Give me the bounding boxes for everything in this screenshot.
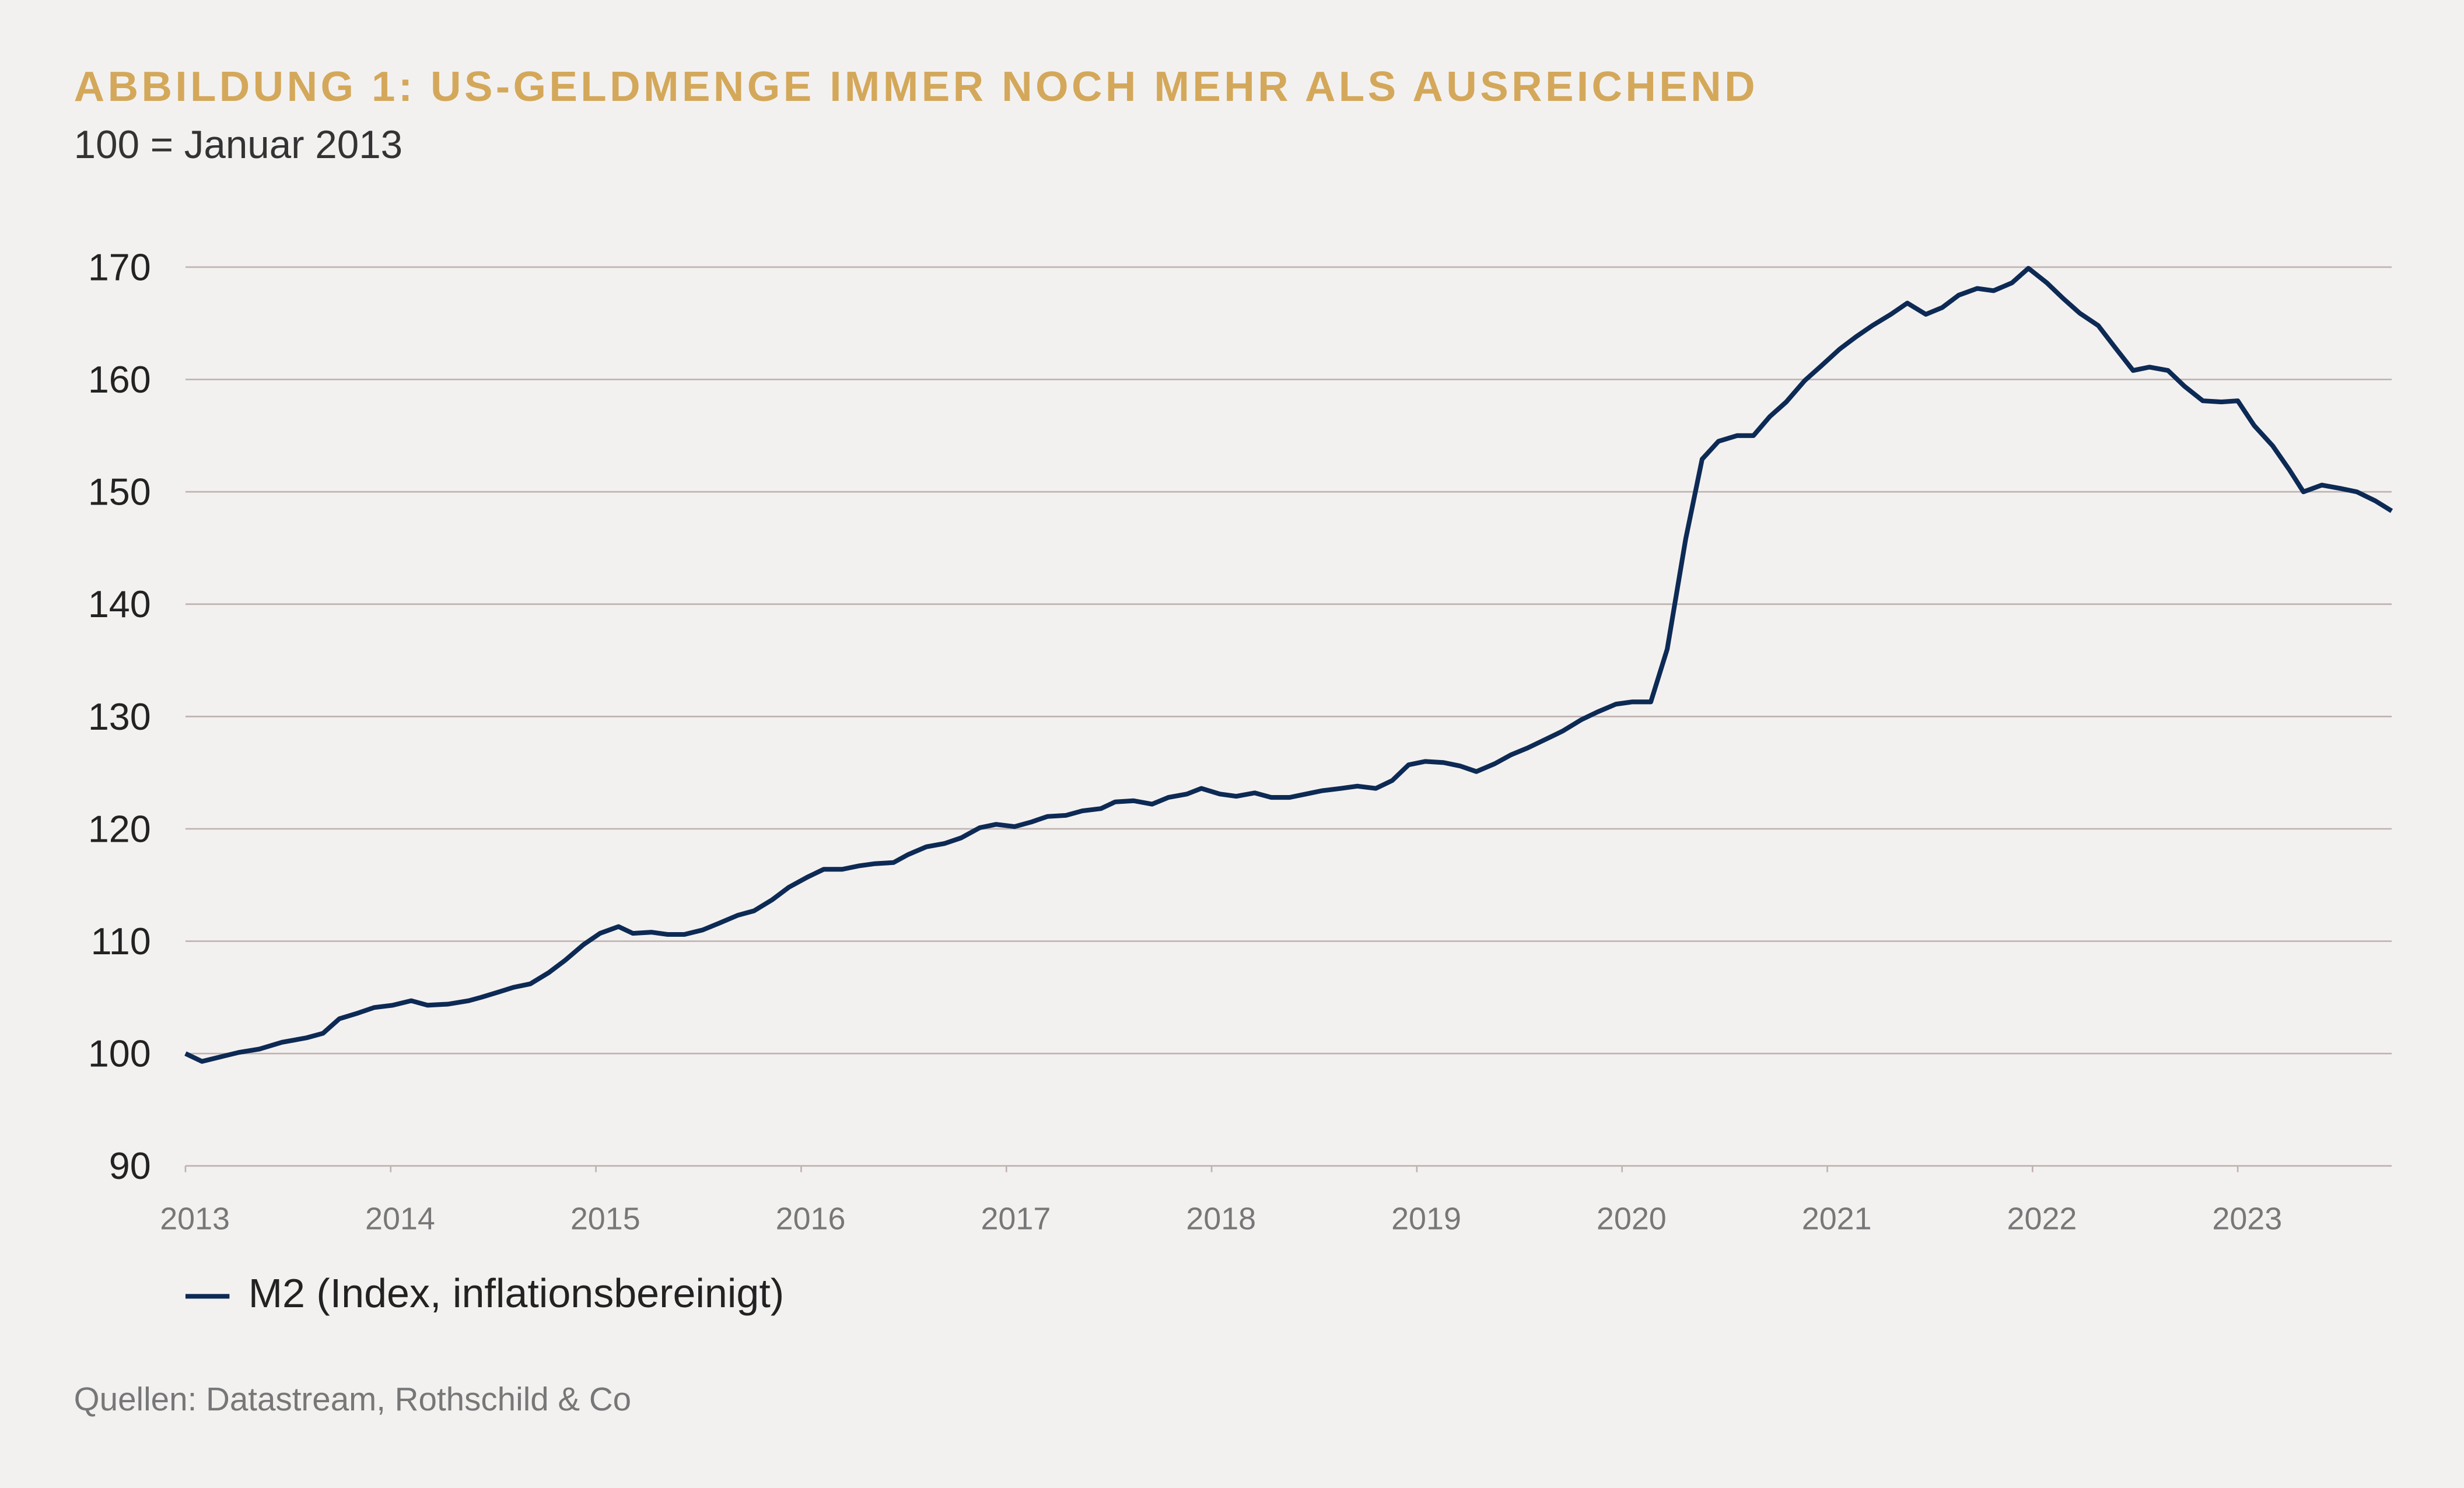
x-tick-label: 2021 [1802, 1201, 1872, 1236]
x-tick-label: 2016 [776, 1201, 846, 1236]
x-tick-label: 2017 [981, 1201, 1051, 1236]
x-tick-label: 2022 [2007, 1201, 2077, 1236]
x-tick-label: 2013 [160, 1201, 230, 1236]
y-tick-label: 90 [109, 1144, 151, 1187]
y-tick-label: 100 [88, 1032, 151, 1075]
legend-label: M2 (Index, inflationsbereinigt) [249, 1270, 784, 1316]
x-tick-label: 2019 [1391, 1201, 1461, 1236]
chart-subtitle: 100 = Januar 2013 [74, 123, 402, 167]
source-note: Quellen: Datastream, Rothschild & Co [74, 1381, 631, 1417]
y-tick-label: 120 [88, 807, 151, 850]
chart-title: ABBILDUNG 1: US-GELDMENGE IMMER NOCH MEH… [74, 63, 1758, 110]
y-tick-label: 110 [91, 920, 151, 962]
y-tick-label: 150 [88, 471, 151, 513]
y-tick-label: 160 [88, 358, 151, 401]
x-tick-label: 2014 [365, 1201, 435, 1236]
x-tick-label: 2023 [2212, 1201, 2282, 1236]
x-tick-label: 2018 [1186, 1201, 1256, 1236]
data-line [184, 265, 2393, 1064]
y-tick-label: 130 [88, 695, 151, 738]
y-tick-label: 170 [88, 246, 151, 288]
y-tick-label: 140 [88, 583, 151, 625]
x-tick-label: 2020 [1597, 1201, 1667, 1236]
x-tick-label: 2015 [570, 1201, 640, 1236]
